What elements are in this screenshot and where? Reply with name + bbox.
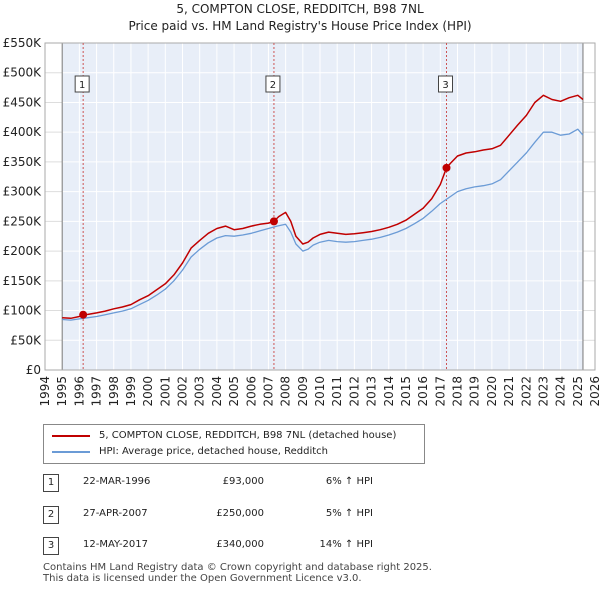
transaction-date: 22-MAR-1996: [83, 476, 151, 487]
transaction-price: £250,000: [216, 508, 264, 519]
footer-copyright: Contains HM Land Registry data © Crown c…: [43, 562, 432, 573]
y-tick-label: £300K: [3, 185, 43, 199]
sale-marker-label: 1: [79, 80, 85, 91]
footer: Contains HM Land Registry data © Crown c…: [43, 562, 432, 584]
sale-point: [442, 163, 451, 172]
y-tick-label: £50K: [10, 333, 42, 347]
x-tick-label: 2001: [158, 376, 172, 407]
data-range-shading: [62, 43, 583, 370]
chart-title: 5, COMPTON CLOSE, REDDITCH, B98 7NL: [176, 2, 424, 16]
x-tick-label: 2011: [330, 376, 344, 407]
x-tick-label: 2018: [451, 376, 465, 407]
legend-property-label: 5, COMPTON CLOSE, REDDITCH, B98 7NL (det…: [99, 430, 397, 441]
x-tick-label: 2010: [313, 376, 327, 407]
sale-marker-label: 3: [442, 80, 448, 91]
x-tick-label: 2026: [588, 376, 600, 407]
x-tick-label: 1995: [55, 376, 69, 407]
x-tick-label: 2006: [244, 376, 258, 407]
x-tick-label: 2021: [502, 376, 516, 407]
y-tick-label: £200K: [3, 244, 43, 258]
x-tick-label: 2009: [296, 376, 310, 407]
footer-licence: This data is licensed under the Open Gov…: [43, 573, 362, 584]
x-tick-label: 2008: [279, 376, 293, 407]
transaction-row-3: 3 12-MAY-2017 £340,000 14% ↑ HPI: [43, 537, 443, 555]
x-tick-label: 2007: [261, 376, 275, 407]
x-tick-label: 2004: [210, 376, 224, 407]
x-tick-label: 2003: [193, 376, 207, 407]
transaction-hpi: 5% ↑ HPI: [325, 508, 373, 519]
x-tick-label: 2017: [433, 376, 447, 407]
x-tick-label: 2014: [382, 376, 396, 407]
y-tick-label: £100K: [3, 304, 43, 318]
sale-point: [269, 217, 278, 226]
x-tick-label: 2023: [536, 376, 550, 407]
y-tick-label: £150K: [3, 274, 43, 288]
y-tick-label: £350K: [3, 155, 43, 169]
x-tick-label: 2019: [468, 376, 482, 407]
y-tick-label: £500K: [3, 66, 43, 80]
x-tick-label: 2020: [485, 376, 499, 407]
legend-property-swatch: [52, 434, 90, 437]
sale-marker-box: [265, 75, 281, 93]
legend-item-hpi: HPI: Average price, detached house, Redd…: [52, 446, 328, 457]
x-tick-label: 1994: [38, 376, 52, 407]
x-tick-label: 1999: [124, 376, 138, 407]
x-tick-label: 2005: [227, 376, 241, 407]
legend-hpi-label: HPI: Average price, detached house, Redd…: [99, 446, 328, 457]
sale-marker-box: [74, 75, 90, 93]
x-tick-label: 2002: [176, 376, 190, 407]
legend-item-property: 5, COMPTON CLOSE, REDDITCH, B98 7NL (det…: [52, 430, 396, 441]
transaction-number: 3: [43, 537, 59, 555]
y-tick-label: £400K: [3, 125, 43, 139]
x-tick-label: 2016: [416, 376, 430, 407]
price-chart: £0 £50K £100K £150K £200K £250K £300K £350K £400…: [3, 36, 600, 407]
x-tick-label: 1996: [72, 376, 86, 407]
transaction-date: 27-APR-2007: [83, 508, 148, 519]
legend-hpi-swatch: [52, 450, 90, 453]
x-tick-label: 2013: [365, 376, 379, 407]
hpi-line: [62, 128, 584, 321]
x-tick-label: 1998: [107, 376, 121, 407]
transaction-hpi: 6% ↑ HPI: [325, 476, 373, 487]
sale-point: [79, 310, 88, 319]
y-tick-label: £0: [26, 363, 41, 377]
transaction-hpi: 14% ↑ HPI: [319, 539, 373, 550]
x-tick-label: 2015: [399, 376, 413, 407]
x-tick-label: 2024: [554, 376, 568, 407]
transaction-price: £93,000: [222, 476, 264, 487]
legend: 5, COMPTON CLOSE, REDDITCH, B98 7NL (det…: [43, 424, 425, 464]
y-tick-label: £550K: [3, 36, 43, 50]
x-tick-label: 2012: [347, 376, 361, 407]
x-tick-label: 2000: [141, 376, 155, 407]
x-tick-label: 2022: [519, 376, 533, 407]
sale-marker-label: 2: [270, 80, 276, 91]
transaction-number: 1: [43, 474, 59, 492]
transaction-row-2: 2 27-APR-2007 £250,000 5% ↑ HPI: [43, 506, 443, 524]
y-tick-label: £250K: [3, 214, 43, 228]
sale-marker-box: [438, 75, 453, 93]
plot-frame: [44, 42, 596, 371]
x-tick-label: 1997: [90, 376, 104, 407]
y-tick-label: £450K: [3, 95, 43, 109]
transaction-price: £340,000: [216, 539, 264, 550]
chart-subtitle: Price paid vs. HM Land Registry's House …: [128, 19, 472, 33]
x-tick-label: 2025: [571, 376, 585, 407]
transaction-number: 2: [43, 506, 59, 524]
transaction-row-1: 1 22-MAR-1996 £93,000 6% ↑ HPI: [43, 474, 443, 492]
transaction-date: 12-MAY-2017: [83, 539, 149, 550]
property-price-line: [62, 94, 584, 320]
